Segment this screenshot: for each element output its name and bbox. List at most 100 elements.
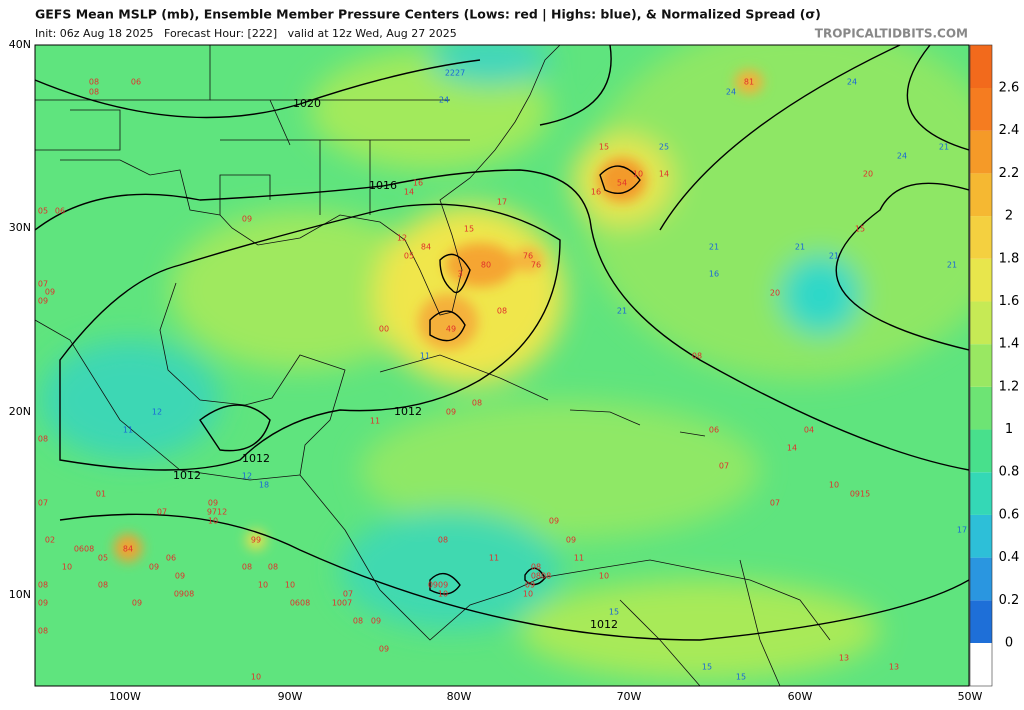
colorbar-tick-label: 0	[1005, 636, 1013, 651]
colorbar-tick-label: 0.8	[999, 465, 1020, 480]
low-center: 17	[497, 198, 507, 207]
colorbar-segment	[970, 600, 992, 643]
colorbar-segment	[970, 258, 992, 302]
high-center: 21	[947, 261, 957, 270]
low-center: 06	[55, 207, 65, 216]
low-center: 10	[599, 572, 609, 581]
low-center: 09	[242, 215, 252, 224]
isobar-label: 1012	[590, 618, 618, 631]
low-center: 08	[38, 581, 48, 590]
low-center: 08	[242, 563, 252, 572]
low-center: 15	[599, 143, 609, 152]
low-center: 08	[438, 536, 448, 545]
low-center: 80	[481, 261, 491, 270]
low-center: 07	[38, 280, 48, 289]
colorbar-segment	[970, 344, 992, 387]
low-center: 15	[855, 225, 865, 234]
low-center: 05	[404, 252, 414, 261]
low-center: 08	[353, 617, 363, 626]
low-center: 08	[472, 399, 482, 408]
low-center: 01	[96, 490, 106, 499]
lon-label: 80W	[447, 690, 472, 703]
low-center: 09	[208, 499, 218, 508]
low-center: 08	[89, 88, 99, 97]
high-center: 24	[897, 152, 907, 161]
lon-label: 50W	[958, 690, 983, 703]
high-center: 24	[726, 88, 736, 97]
lon-label: 100W	[109, 690, 141, 703]
colorbar-tick-label: 2.2	[999, 166, 1020, 181]
low-center: 13	[889, 663, 899, 672]
colorbar-segment	[970, 130, 992, 174]
low-center: 84	[421, 243, 431, 252]
colorbar-tick-label: 2.6	[999, 81, 1020, 96]
low-center: 07	[343, 590, 353, 599]
site-label: TROPICALTIDBITS.COM	[815, 27, 968, 41]
low-center: 05	[98, 554, 108, 563]
lon-label: 90W	[278, 690, 303, 703]
low-center: 08	[531, 563, 541, 572]
low-center: 09	[549, 517, 559, 526]
colorbar-segment	[970, 386, 992, 430]
low-center: 81	[744, 78, 754, 87]
low-center: 07	[770, 499, 780, 508]
isobar-label: 1012	[242, 452, 270, 465]
lat-label: 30N	[9, 221, 31, 234]
low-center: 9712	[207, 508, 227, 517]
low-center: 08	[38, 627, 48, 636]
low-center: 11	[370, 417, 380, 426]
colorbar-tick-label: 0.6	[999, 507, 1020, 522]
isobars	[35, 45, 969, 641]
low-center: 11	[489, 554, 499, 563]
colorbar-tick-label: 1.8	[999, 251, 1020, 266]
low-center: 07	[157, 508, 167, 517]
low-center: 0608	[290, 599, 310, 608]
low-center: 04	[804, 426, 814, 435]
low-center: 0915	[850, 490, 870, 499]
colorbar-tick-label: 0.4	[999, 550, 1020, 565]
colorbar-segment	[970, 88, 992, 131]
low-center: 07	[38, 499, 48, 508]
low-center: 12	[397, 234, 407, 243]
high-center: 21	[829, 252, 839, 261]
high-center: 15	[702, 663, 712, 672]
low-center: 09	[525, 581, 535, 590]
map-frame	[34, 44, 970, 687]
subtitle: Init: 06z Aug 18 2025 Forecast Hour: [22…	[35, 27, 457, 40]
high-center: 12	[152, 408, 162, 417]
high-center: 2227	[445, 69, 465, 78]
low-center: 09	[149, 563, 159, 572]
low-center: 02	[45, 536, 55, 545]
colorbar-tick-label: 1.2	[999, 379, 1020, 394]
colorbar-segment	[970, 429, 992, 473]
high-center: 15	[736, 673, 746, 682]
colorbar-segment	[970, 216, 992, 259]
low-center: 3	[457, 270, 462, 279]
high-center: 24	[847, 78, 857, 87]
low-center: 06	[166, 554, 176, 563]
low-center: 10	[251, 673, 261, 682]
isobar-label: 1016	[369, 179, 397, 192]
colorbar-segment	[970, 643, 992, 686]
low-center: 07	[719, 462, 729, 471]
low-center: 14	[787, 444, 797, 453]
lat-label: 10N	[9, 588, 31, 601]
high-center: 16	[709, 270, 719, 279]
low-center: 76	[523, 252, 533, 261]
low-center: 10	[523, 590, 533, 599]
low-center: 0908	[174, 590, 194, 599]
colorbar-tick-label: 1.4	[999, 337, 1020, 352]
colorbar-segment	[970, 557, 992, 601]
low-center: 10	[208, 517, 218, 526]
low-center: 08	[497, 307, 507, 316]
low-center: 14	[659, 170, 669, 179]
high-center: 15	[609, 608, 619, 617]
low-center: 09	[446, 408, 456, 417]
low-center: 20	[863, 170, 873, 179]
high-center: 21	[709, 243, 719, 252]
low-center: 99	[251, 536, 261, 545]
low-center: 0808	[531, 572, 551, 581]
low-center: 09	[132, 599, 142, 608]
low-center: 0909	[428, 581, 448, 590]
